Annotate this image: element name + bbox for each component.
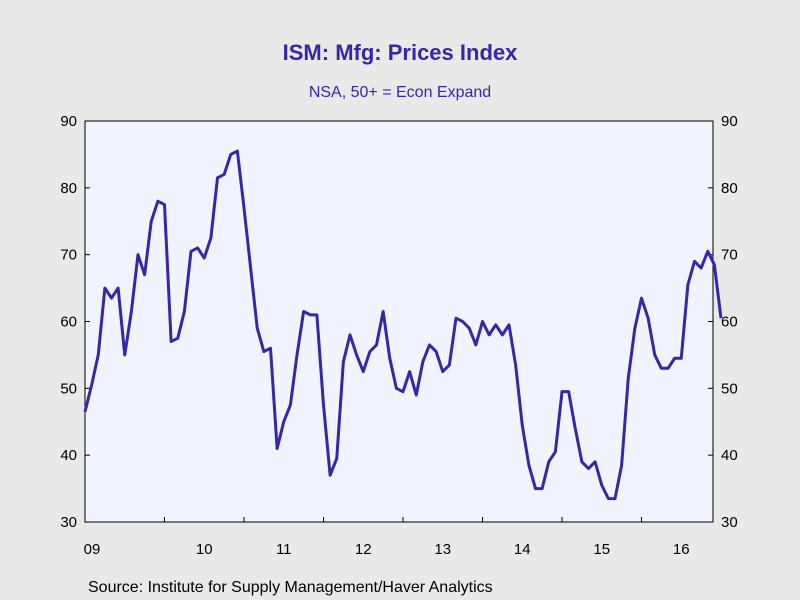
y-tick-label-right: 80: [721, 180, 738, 197]
y-tick-label-left: 90: [60, 113, 77, 130]
y-tick-label-left: 40: [60, 447, 77, 464]
y-tick-label-left: 50: [60, 380, 77, 397]
y-tick-label-right: 60: [721, 314, 738, 331]
y-tick-label-left: 60: [60, 314, 77, 331]
x-axis: 09 10 11 12 13 14 15 16: [84, 517, 690, 558]
y-tick-label-right: 90: [721, 113, 738, 130]
y-tick-label-right: 50: [721, 380, 738, 397]
chart-subtitle: NSA, 50+ = Econ Expand: [309, 84, 491, 101]
y-axis-right: 30 40 50 60 70 80 90: [708, 113, 738, 531]
y-axis-left: 30 40 50 60 70 80 90: [60, 113, 90, 531]
x-tick-label: 13: [434, 541, 451, 558]
x-tick-label: 14: [514, 541, 531, 558]
x-tick-label: 15: [593, 541, 610, 558]
chart-title: ISM: Mfg: Prices Index: [283, 40, 518, 65]
x-tick-label: 12: [355, 541, 372, 558]
y-tick-label-left: 30: [60, 514, 77, 531]
series-line-prices-index: [83, 149, 723, 501]
y-tick-label-right: 40: [721, 447, 738, 464]
y-tick-label-right: 30: [721, 514, 738, 531]
y-tick-label-left: 70: [60, 247, 77, 264]
y-tick-label-left: 80: [60, 180, 77, 197]
source-note: Source: Institute for Supply Management/…: [88, 579, 493, 596]
y-tick-label-right: 70: [721, 247, 738, 264]
x-tick-label: 10: [196, 541, 213, 558]
plot-area: [84, 120, 714, 523]
x-tick-label: 16: [673, 541, 690, 558]
x-tick-label: 11: [276, 541, 292, 558]
x-tick-label: 09: [84, 541, 101, 558]
